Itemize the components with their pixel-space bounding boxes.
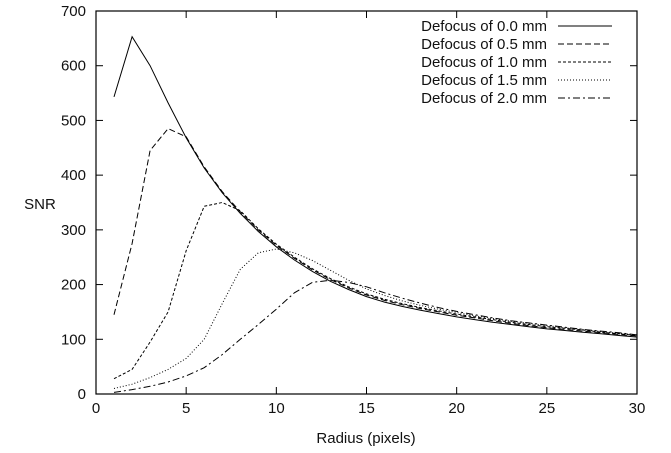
x-tick-label: 20 xyxy=(448,400,465,417)
x-tick-label: 10 xyxy=(268,400,285,417)
y-tick-label: 200 xyxy=(61,277,86,294)
x-tick-label: 30 xyxy=(629,400,646,417)
series-line-5 xyxy=(113,279,638,393)
series-group xyxy=(113,35,638,393)
x-tick-label: 5 xyxy=(182,400,190,417)
axis-ticks xyxy=(95,10,638,395)
x-tick-label: 0 xyxy=(92,400,100,417)
legend-label: Defocus of 1.0 mm xyxy=(421,54,547,71)
x-axis-title: Radius (pixels) xyxy=(316,430,415,447)
x-tick-label: 25 xyxy=(538,400,555,417)
series-line-3 xyxy=(113,201,638,380)
series-line-2 xyxy=(113,127,638,337)
legend-label: Defocus of 0.0 mm xyxy=(421,18,547,35)
y-tick-label: 300 xyxy=(61,222,86,239)
y-tick-label: 100 xyxy=(61,331,86,348)
y-axis-title: SNR xyxy=(24,196,56,213)
x-tick-label: 15 xyxy=(358,400,375,417)
y-tick-label: 0 xyxy=(78,386,86,403)
y-tick-label: 500 xyxy=(61,112,86,129)
y-tick-label: 600 xyxy=(61,58,86,75)
legend-label: Defocus of 0.5 mm xyxy=(421,36,547,53)
y-tick-label: 700 xyxy=(61,3,86,20)
series-line-1 xyxy=(113,35,638,338)
legend-label: Defocus of 1.5 mm xyxy=(421,72,547,89)
series-line-4 xyxy=(113,248,638,389)
plot-frame xyxy=(95,10,638,395)
legend-label: Defocus of 2.0 mm xyxy=(421,90,547,107)
y-tick-label: 400 xyxy=(61,167,86,184)
